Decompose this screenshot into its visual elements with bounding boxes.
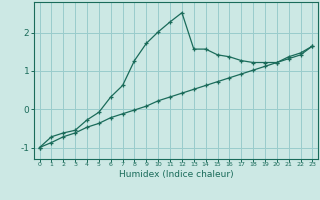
X-axis label: Humidex (Indice chaleur): Humidex (Indice chaleur) xyxy=(119,170,233,179)
